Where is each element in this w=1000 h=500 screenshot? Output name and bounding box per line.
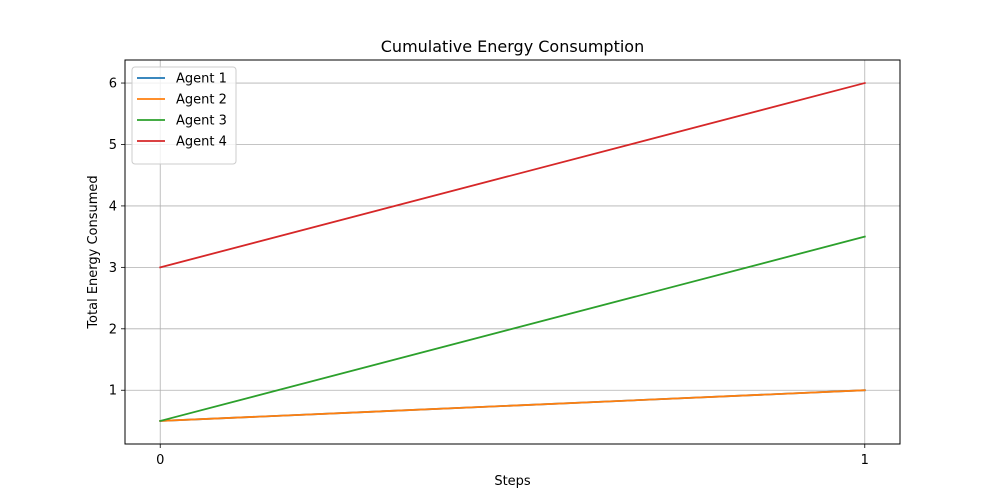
series-line-agent-2 xyxy=(159,389,866,422)
x-tick-label: 0 xyxy=(156,453,164,468)
y-tick-label: 5 xyxy=(109,138,117,153)
plot-frame xyxy=(124,59,901,445)
y-tick-label: 1 xyxy=(109,384,117,399)
chart-title: Cumulative Energy Consumption xyxy=(381,37,644,56)
x-tick-label: 1 xyxy=(861,453,869,468)
legend-label: Agent 4 xyxy=(176,135,227,150)
legend-label: Agent 3 xyxy=(176,114,227,129)
y-axis-label: Total Energy Consumed xyxy=(86,175,101,329)
series-lines xyxy=(159,81,866,423)
y-tick-label: 3 xyxy=(109,261,117,276)
legend-box xyxy=(131,66,237,165)
y-tick-label: 6 xyxy=(109,77,117,92)
legend-label: Agent 1 xyxy=(176,72,227,87)
legend: Agent 1 Agent 2 Agent 3 Agent 4 xyxy=(131,66,237,165)
y-tick-label: 4 xyxy=(109,199,117,214)
legend-label: Agent 2 xyxy=(176,93,227,108)
x-axis-label: Steps xyxy=(494,474,531,489)
y-axis-ticks: 1 2 3 4 5 6 xyxy=(109,77,125,399)
y-tick-label: 2 xyxy=(109,322,117,337)
series-line-agent-4 xyxy=(159,81,866,269)
series-line-agent-3 xyxy=(159,235,866,423)
